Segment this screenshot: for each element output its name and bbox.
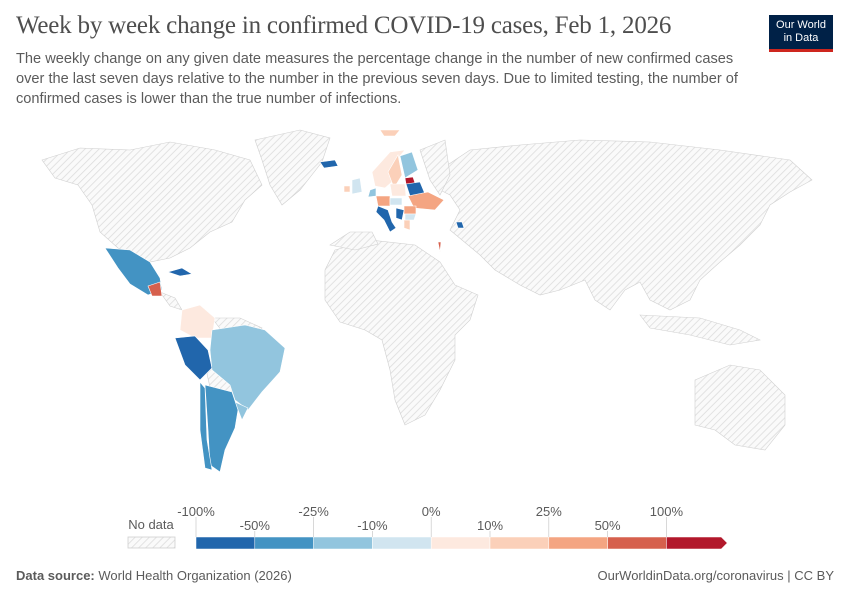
legend-tick-label: -25% <box>298 504 329 519</box>
region-australia[interactable] <box>694 364 786 451</box>
chart-subtitle: The weekly change on any given date meas… <box>16 51 738 107</box>
no-data-swatch <box>127 536 176 549</box>
country-uk[interactable] <box>351 177 363 195</box>
legend-bin[interactable] <box>607 536 667 550</box>
country-svalbard[interactable] <box>379 129 401 137</box>
country-ireland[interactable] <box>343 185 351 193</box>
logo-line-1: Our World <box>776 19 826 31</box>
region-north-america[interactable] <box>41 141 263 263</box>
region-africa[interactable] <box>324 239 479 426</box>
country-greece[interactable] <box>403 219 411 231</box>
legend-bin[interactable] <box>666 536 728 550</box>
country-argentina[interactable] <box>204 384 239 473</box>
country-cuba[interactable] <box>166 267 193 277</box>
country-israel[interactable] <box>437 241 442 253</box>
legend-bin[interactable] <box>372 536 432 550</box>
country-iceland[interactable] <box>319 159 339 169</box>
legend-tick-label: 25% <box>536 504 562 519</box>
country-finland[interactable] <box>399 151 419 179</box>
legend-bin[interactable] <box>489 536 550 550</box>
legend-bin[interactable] <box>430 536 491 550</box>
country-chile[interactable] <box>199 381 213 471</box>
source-text: World Health Organization (2026) <box>98 568 292 583</box>
country-brazil[interactable] <box>209 324 286 411</box>
country-balkans[interactable] <box>395 207 405 221</box>
legend-bin[interactable] <box>254 536 314 550</box>
country-germany[interactable] <box>375 195 391 207</box>
legend-bin[interactable] <box>195 536 256 550</box>
owid-logo[interactable]: Our World in Data <box>769 15 833 52</box>
country-czechia[interactable] <box>389 197 403 206</box>
country-peru[interactable] <box>174 335 213 381</box>
source-label: Data source: <box>16 568 95 583</box>
legend-bin[interactable] <box>313 536 373 550</box>
region-southeast-asia[interactable] <box>639 314 761 346</box>
legend-tick-label: 0% <box>422 504 441 519</box>
country-italy[interactable] <box>375 205 397 233</box>
region-russia-west[interactable] <box>419 139 451 196</box>
region-central-america[interactable] <box>159 291 183 311</box>
legend-tick-label: -50% <box>240 518 271 533</box>
region-greenland[interactable] <box>254 129 331 206</box>
legend-bin[interactable] <box>548 536 608 550</box>
chart-title: Week by week change in confirmed COVID-1… <box>16 12 672 39</box>
source-link[interactable]: OurWorldinData.org/coronavirus | CC BY <box>597 568 834 583</box>
legend-tick-label: -100% <box>177 504 215 519</box>
legend-tick-label: 10% <box>477 518 503 533</box>
country-uruguay[interactable] <box>234 401 249 421</box>
country-sweden[interactable] <box>387 154 403 189</box>
region-asia[interactable] <box>439 139 813 311</box>
country-guatemala[interactable] <box>147 281 163 297</box>
region-europe-other[interactable] <box>329 231 379 251</box>
legend-tick-label: 50% <box>595 518 621 533</box>
country-netherlands[interactable] <box>367 187 377 198</box>
logo-line-2: in Data <box>783 32 819 44</box>
data-source: Data source: World Health Organization (… <box>16 568 292 583</box>
country-poland[interactable] <box>389 183 407 197</box>
country-georgia[interactable] <box>455 221 465 229</box>
legend-tick-label: 100% <box>650 504 684 519</box>
country-romania[interactable] <box>403 205 417 215</box>
no-data-label: No data <box>128 517 174 532</box>
country-colombia[interactable] <box>179 304 216 339</box>
world-map[interactable] <box>0 120 850 500</box>
country-bulgaria[interactable] <box>404 213 417 221</box>
country-mexico[interactable] <box>104 247 163 296</box>
legend-tick-label: -10% <box>357 518 388 533</box>
